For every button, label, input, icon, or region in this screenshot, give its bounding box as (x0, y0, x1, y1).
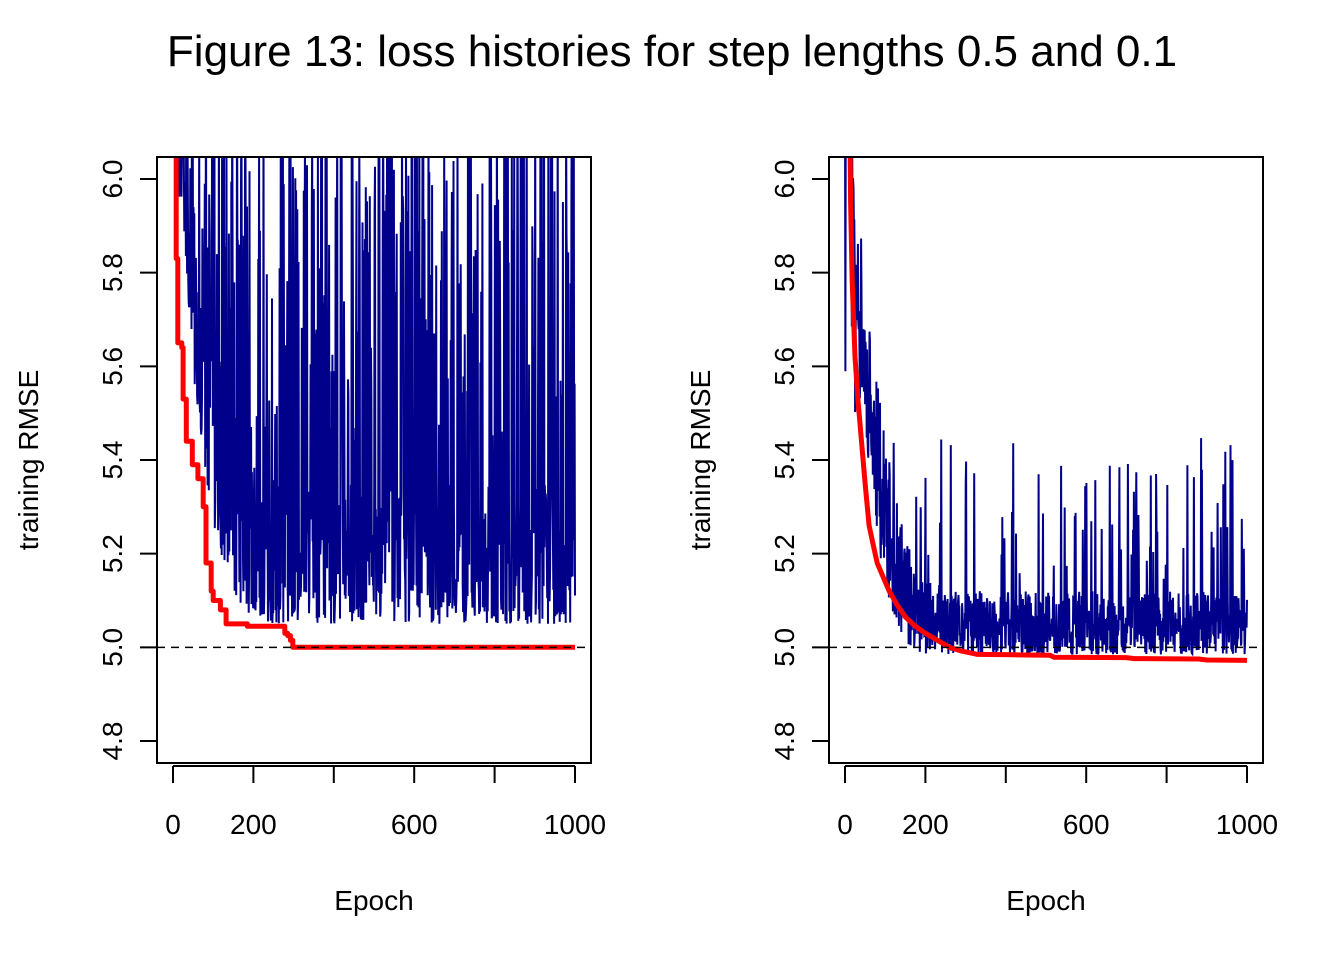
plot-area (173, 157, 576, 650)
series-best-loss (847, 157, 1248, 663)
x-tick-label: 1000 (544, 809, 606, 840)
y-tick-label: 5.0 (97, 628, 128, 667)
y-tick-label: 5.4 (97, 441, 128, 480)
x-tick-label: 200 (902, 809, 949, 840)
y-axis-title: training RMSE (685, 370, 716, 551)
x-tick-label: 0 (165, 809, 181, 840)
y-axis-title: training RMSE (13, 370, 44, 551)
y-tick-label: 6.0 (97, 160, 128, 199)
y-tick-label: 5.8 (97, 253, 128, 292)
y-tick-label: 5.8 (769, 253, 800, 292)
y-tick-label: 5.4 (769, 441, 800, 480)
y-tick-label: 5.2 (97, 534, 128, 573)
x-tick-label: 200 (230, 809, 277, 840)
x-tick-label: 600 (391, 809, 438, 840)
x-axis-title: Epoch (1006, 885, 1085, 916)
plot-area (844, 157, 1248, 663)
panel-left-step-0-5: 0 200 600 1000 Epoch 4.8 5.0 5.2 5.4 5.6 5.8 6.0 tra… (13, 156, 606, 916)
figure-title: Figure 13: loss histories for step lengt… (166, 27, 1178, 76)
x-tick-label: 0 (837, 809, 853, 840)
series-per-epoch-loss (844, 157, 1248, 657)
series-per-epoch-loss (176, 157, 576, 624)
y-tick-label: 5.6 (97, 347, 128, 386)
panel-right-step-0-1: 0 200 600 1000 Epoch 4.8 5.0 5.2 5.4 5.6 5.8 6.0 tra… (685, 156, 1278, 916)
y-tick-label: 4.8 (97, 722, 128, 761)
y-tick-label: 5.6 (769, 347, 800, 386)
y-tick-label: 4.8 (769, 722, 800, 761)
x-tick-label: 1000 (1216, 809, 1278, 840)
y-tick-label: 5.0 (769, 628, 800, 667)
x-tick-label: 600 (1063, 809, 1110, 840)
y-tick-label: 6.0 (769, 160, 800, 199)
y-tick-label: 5.2 (769, 534, 800, 573)
series-best-loss (173, 157, 575, 650)
x-axis-title: Epoch (334, 885, 413, 916)
